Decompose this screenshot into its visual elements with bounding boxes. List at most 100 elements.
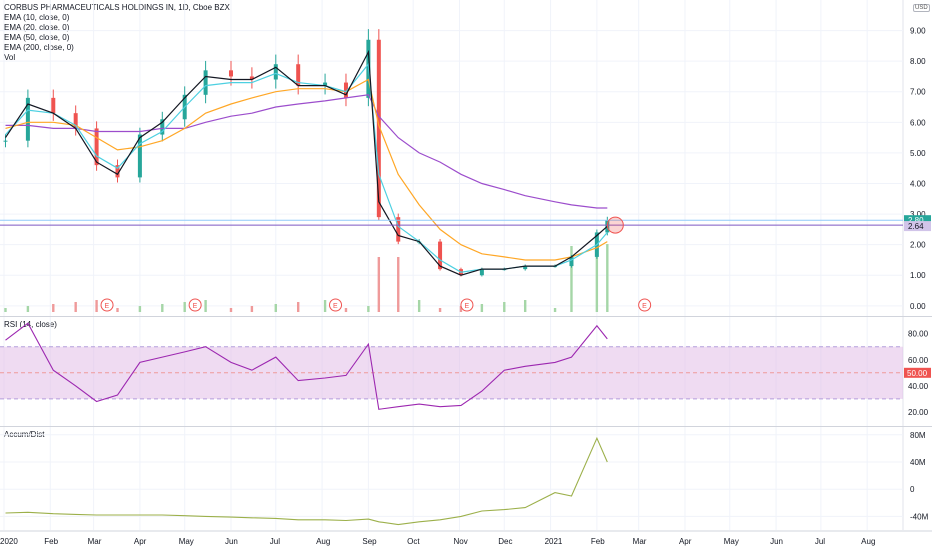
rsi-value-badge[interactable] — [904, 367, 931, 378]
volume-bar — [161, 304, 164, 312]
volume-bar — [553, 308, 557, 312]
volume-bar — [52, 304, 55, 312]
x-tick-label: Feb — [591, 537, 605, 546]
legend-ema10[interactable]: EMA (10, close, 0) — [4, 13, 70, 22]
candle-body — [323, 82, 328, 86]
volume-bar — [377, 257, 381, 312]
ad-tick-label: 0 — [910, 485, 915, 494]
candle-body — [569, 256, 574, 267]
earnings-marker[interactable] — [100, 298, 114, 312]
volume-bar — [95, 300, 98, 312]
volume-bar — [26, 306, 30, 312]
candle-body — [25, 97, 30, 141]
price-tick-label: 8.00 — [910, 57, 926, 66]
volume-bar — [204, 300, 207, 312]
ad-tick-label: 80M — [910, 431, 926, 440]
price-tick-label: 5.00 — [910, 149, 926, 158]
candle-body — [376, 39, 381, 218]
currency-badge[interactable]: USD — [913, 4, 930, 12]
volume-bar — [183, 302, 186, 312]
price-tick-label: 7.00 — [910, 88, 926, 97]
volume-bar — [480, 304, 484, 312]
earnings-marker[interactable] — [460, 298, 474, 312]
x-tick-label: May — [179, 537, 194, 546]
volume-bar — [138, 306, 142, 312]
candle-body — [296, 64, 301, 86]
earnings-marker[interactable] — [188, 298, 202, 312]
x-tick-label: Jul — [815, 537, 825, 546]
ad-tick-label: 40M — [910, 458, 926, 467]
price-tick-label: 0.00 — [910, 302, 926, 311]
candle-body — [343, 82, 348, 98]
highlight-marker — [606, 216, 624, 234]
candle-body — [3, 140, 8, 142]
reference-price-badge[interactable] — [904, 221, 931, 232]
candle-body — [479, 269, 484, 276]
volume-bar — [459, 306, 463, 312]
rsi-tick-label: 40.00 — [908, 382, 929, 391]
x-tick-label: Aug — [861, 537, 875, 546]
legend-ema20[interactable]: EMA (20, close, 0) — [4, 23, 70, 32]
x-tick-label: Aug — [316, 537, 330, 546]
ad-tick-label: -40M — [910, 512, 929, 521]
volume-bar — [4, 308, 7, 312]
volume-bar — [296, 302, 300, 312]
earnings-marker[interactable] — [638, 298, 652, 312]
ema-line-ema50 — [5, 78, 608, 261]
rsi-pane-label[interactable]: RSI (14, close) — [4, 320, 57, 329]
x-tick-label: Feb — [44, 537, 58, 546]
candle-body — [115, 165, 120, 178]
earnings-marker-label: E — [193, 303, 198, 310]
price-tick-label: 2.00 — [910, 241, 926, 250]
candle-body — [203, 70, 208, 95]
rsi-value-label: 50.00 — [907, 369, 928, 378]
volume-bar — [397, 257, 400, 312]
candle-body — [396, 217, 401, 242]
candle-body — [94, 128, 99, 166]
earnings-marker-label: E — [333, 303, 338, 310]
legend-ema50[interactable]: EMA (50, close, 0) — [4, 33, 70, 42]
ad-line — [5, 436, 608, 526]
last-price-label: 2.80 — [908, 216, 924, 225]
price-tick-label: 1.00 — [910, 271, 926, 280]
volume-bar — [74, 302, 77, 312]
x-tick-label: 2021 — [545, 537, 563, 546]
volume-bar — [503, 302, 506, 312]
rsi-line — [5, 322, 608, 410]
x-tick-label: Mar — [633, 537, 647, 546]
candle-body — [228, 70, 233, 77]
x-tick-label: May — [724, 537, 739, 546]
rsi-tick-label: 20.00 — [908, 408, 929, 417]
volume-bar — [595, 245, 599, 312]
x-tick-label: Nov — [453, 537, 467, 546]
earnings-marker[interactable] — [329, 298, 343, 312]
legend-ema200[interactable]: EMA (200, close, 0) — [4, 43, 74, 52]
volume-bar — [417, 300, 421, 312]
candle-body — [73, 113, 78, 129]
volume-bar — [570, 246, 573, 312]
last-price-badge[interactable] — [904, 215, 931, 226]
x-tick-label: Oct — [407, 537, 420, 546]
candle-body — [438, 241, 443, 270]
chart-legend: CORBUS PHARMACEUTICALS HOLDINGS IN, 1D, … — [4, 3, 230, 63]
price-tick-label: 3.00 — [910, 210, 926, 219]
volume-bar — [116, 308, 119, 312]
candle-body — [523, 266, 528, 270]
volume-bar — [250, 306, 254, 312]
volume-bar — [606, 244, 609, 312]
x-tick-label: Dec — [498, 537, 512, 546]
ema-line-ema200 — [5, 94, 608, 209]
x-tick-label: 2020 — [0, 537, 18, 546]
x-tick-label: Jul — [270, 537, 280, 546]
volume-bar — [438, 308, 442, 312]
legend-volume[interactable]: Vol — [4, 53, 16, 62]
candle-body — [51, 97, 56, 114]
x-tick-label: Jun — [225, 537, 238, 546]
candle-body — [273, 64, 278, 80]
candle-body — [137, 134, 142, 178]
x-tick-label: Apr — [134, 537, 147, 546]
candle-body — [160, 119, 165, 135]
x-tick-label: Sep — [362, 537, 377, 546]
price-tick-label: 6.00 — [910, 118, 926, 127]
